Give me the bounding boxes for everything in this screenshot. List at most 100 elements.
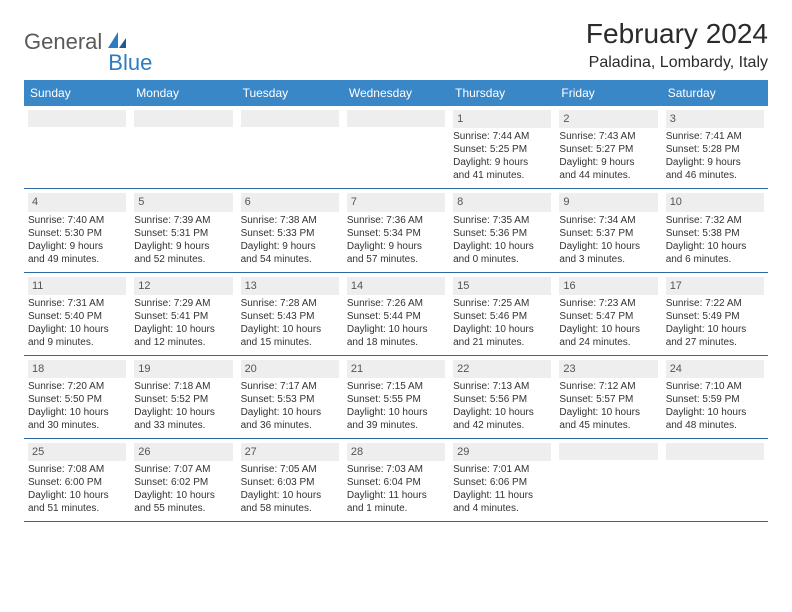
day-number: 28 — [347, 443, 445, 461]
daylight-text-line1: Daylight: 10 hours — [134, 489, 232, 502]
daylight-text-line2: and 36 minutes. — [241, 419, 339, 432]
day-number: 22 — [453, 360, 551, 378]
location-subtitle: Paladina, Lombardy, Italy — [586, 54, 768, 72]
daylight-text-line1: Daylight: 10 hours — [559, 323, 657, 336]
daylight-text-line2: and 52 minutes. — [134, 253, 232, 266]
day-cell: 11Sunrise: 7:31 AMSunset: 5:40 PMDayligh… — [24, 273, 130, 355]
day-number: 7 — [347, 193, 445, 211]
calendar-table: Sunday Monday Tuesday Wednesday Thursday… — [24, 80, 768, 522]
day-cell — [662, 439, 768, 521]
sunrise-text: Sunrise: 7:07 AM — [134, 463, 232, 476]
daylight-text-line2: and 12 minutes. — [134, 336, 232, 349]
daylight-text-line2: and 4 minutes. — [453, 502, 551, 515]
daylight-text-line2: and 41 minutes. — [453, 169, 551, 182]
day-number: 11 — [28, 277, 126, 295]
sunrise-text: Sunrise: 7:23 AM — [559, 297, 657, 310]
day-number: 24 — [666, 360, 764, 378]
sunrise-text: Sunrise: 7:41 AM — [666, 130, 764, 143]
sunset-text: Sunset: 5:28 PM — [666, 143, 764, 156]
day-cell: 15Sunrise: 7:25 AMSunset: 5:46 PMDayligh… — [449, 273, 555, 355]
week-row: 4Sunrise: 7:40 AMSunset: 5:30 PMDaylight… — [24, 189, 768, 272]
daylight-text-line2: and 21 minutes. — [453, 336, 551, 349]
daylight-text-line2: and 51 minutes. — [28, 502, 126, 515]
daylight-text-line1: Daylight: 10 hours — [559, 406, 657, 419]
day-number: 1 — [453, 110, 551, 128]
day-cell: 18Sunrise: 7:20 AMSunset: 5:50 PMDayligh… — [24, 356, 130, 438]
weekday-header: Wednesday — [343, 80, 449, 106]
day-number: 5 — [134, 193, 232, 211]
day-cell: 28Sunrise: 7:03 AMSunset: 6:04 PMDayligh… — [343, 439, 449, 521]
week-row: 25Sunrise: 7:08 AMSunset: 6:00 PMDayligh… — [24, 439, 768, 522]
sunrise-text: Sunrise: 7:43 AM — [559, 130, 657, 143]
sunrise-text: Sunrise: 7:01 AM — [453, 463, 551, 476]
sunrise-text: Sunrise: 7:20 AM — [28, 380, 126, 393]
weekday-header: Saturday — [662, 80, 768, 106]
daylight-text-line2: and 44 minutes. — [559, 169, 657, 182]
weekday-header: Tuesday — [237, 80, 343, 106]
week-row: 11Sunrise: 7:31 AMSunset: 5:40 PMDayligh… — [24, 273, 768, 356]
sunrise-text: Sunrise: 7:31 AM — [28, 297, 126, 310]
daylight-text-line1: Daylight: 9 hours — [559, 156, 657, 169]
day-cell: 9Sunrise: 7:34 AMSunset: 5:37 PMDaylight… — [555, 189, 661, 271]
day-number — [347, 110, 445, 127]
logo-text-blue: Blue — [108, 50, 152, 76]
daylight-text-line1: Daylight: 10 hours — [241, 406, 339, 419]
sunrise-text: Sunrise: 7:18 AM — [134, 380, 232, 393]
sunrise-text: Sunrise: 7:38 AM — [241, 214, 339, 227]
daylight-text-line2: and 57 minutes. — [347, 253, 445, 266]
sunrise-text: Sunrise: 7:26 AM — [347, 297, 445, 310]
sunrise-text: Sunrise: 7:15 AM — [347, 380, 445, 393]
sunset-text: Sunset: 6:04 PM — [347, 476, 445, 489]
day-cell: 22Sunrise: 7:13 AMSunset: 5:56 PMDayligh… — [449, 356, 555, 438]
day-cell: 19Sunrise: 7:18 AMSunset: 5:52 PMDayligh… — [130, 356, 236, 438]
day-cell: 24Sunrise: 7:10 AMSunset: 5:59 PMDayligh… — [662, 356, 768, 438]
day-number: 6 — [241, 193, 339, 211]
day-cell — [24, 106, 130, 188]
logo-text-general: General — [24, 29, 102, 55]
logo: General Blue — [24, 18, 152, 66]
sunrise-text: Sunrise: 7:36 AM — [347, 214, 445, 227]
sunset-text: Sunset: 6:03 PM — [241, 476, 339, 489]
sunset-text: Sunset: 5:52 PM — [134, 393, 232, 406]
sunset-text: Sunset: 5:46 PM — [453, 310, 551, 323]
day-number — [559, 443, 657, 460]
daylight-text-line1: Daylight: 10 hours — [241, 323, 339, 336]
day-cell: 1Sunrise: 7:44 AMSunset: 5:25 PMDaylight… — [449, 106, 555, 188]
daylight-text-line1: Daylight: 10 hours — [666, 406, 764, 419]
daylight-text-line1: Daylight: 10 hours — [134, 406, 232, 419]
daylight-text-line1: Daylight: 10 hours — [453, 406, 551, 419]
daylight-text-line1: Daylight: 9 hours — [666, 156, 764, 169]
day-cell: 8Sunrise: 7:35 AMSunset: 5:36 PMDaylight… — [449, 189, 555, 271]
daylight-text-line2: and 39 minutes. — [347, 419, 445, 432]
daylight-text-line1: Daylight: 11 hours — [453, 489, 551, 502]
daylight-text-line2: and 27 minutes. — [666, 336, 764, 349]
daylight-text-line2: and 42 minutes. — [453, 419, 551, 432]
sunset-text: Sunset: 5:50 PM — [28, 393, 126, 406]
day-number: 2 — [559, 110, 657, 128]
sunrise-text: Sunrise: 7:17 AM — [241, 380, 339, 393]
daylight-text-line1: Daylight: 9 hours — [347, 240, 445, 253]
daylight-text-line1: Daylight: 10 hours — [453, 323, 551, 336]
day-number: 8 — [453, 193, 551, 211]
daylight-text-line1: Daylight: 10 hours — [347, 406, 445, 419]
day-number: 23 — [559, 360, 657, 378]
daylight-text-line1: Daylight: 10 hours — [134, 323, 232, 336]
day-number: 12 — [134, 277, 232, 295]
day-number: 3 — [666, 110, 764, 128]
sunset-text: Sunset: 5:41 PM — [134, 310, 232, 323]
sunrise-text: Sunrise: 7:08 AM — [28, 463, 126, 476]
day-number — [241, 110, 339, 127]
daylight-text-line2: and 30 minutes. — [28, 419, 126, 432]
sunrise-text: Sunrise: 7:39 AM — [134, 214, 232, 227]
day-number: 29 — [453, 443, 551, 461]
day-cell — [130, 106, 236, 188]
sunrise-text: Sunrise: 7:13 AM — [453, 380, 551, 393]
day-number: 16 — [559, 277, 657, 295]
daylight-text-line2: and 9 minutes. — [28, 336, 126, 349]
week-row: 18Sunrise: 7:20 AMSunset: 5:50 PMDayligh… — [24, 356, 768, 439]
day-number: 4 — [28, 193, 126, 211]
day-cell: 2Sunrise: 7:43 AMSunset: 5:27 PMDaylight… — [555, 106, 661, 188]
day-cell: 21Sunrise: 7:15 AMSunset: 5:55 PMDayligh… — [343, 356, 449, 438]
daylight-text-line2: and 18 minutes. — [347, 336, 445, 349]
day-number: 9 — [559, 193, 657, 211]
